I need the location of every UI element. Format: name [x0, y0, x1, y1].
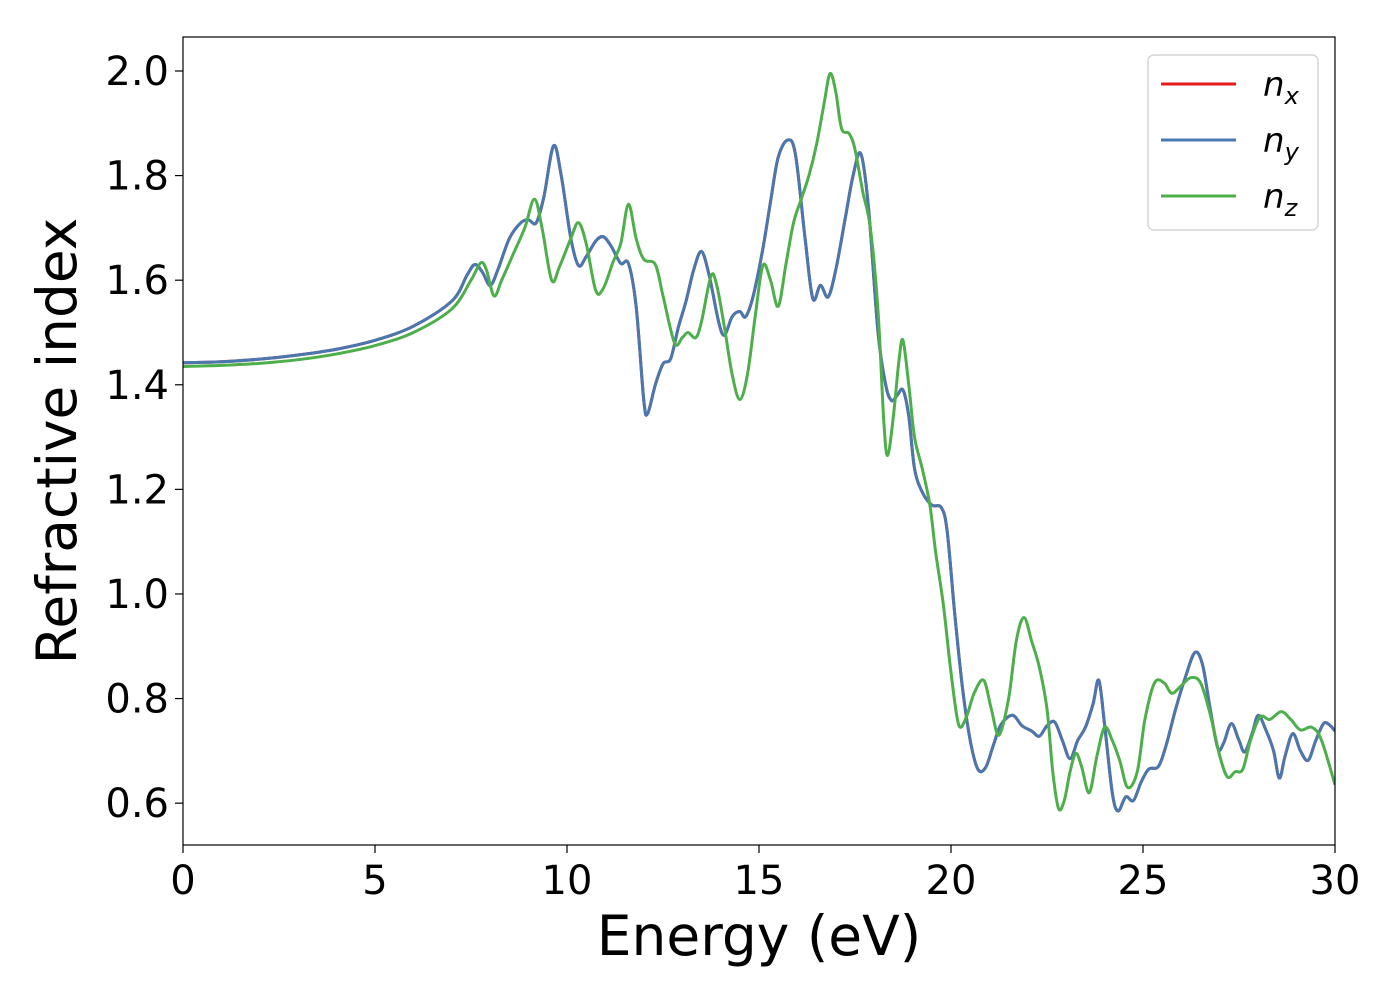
series-line-nz: [183, 72, 1335, 812]
x-tick-label: 10: [542, 858, 593, 904]
x-tick-label: 20: [926, 858, 977, 904]
legend-box: [1147, 54, 1319, 231]
y-tick-label: 2.0: [105, 49, 169, 95]
y-tick-label: 1.6: [105, 258, 169, 304]
y-tick-label: 1.0: [105, 572, 169, 618]
series-layer: [183, 72, 1335, 813]
x-axis-title: Energy (eV): [597, 904, 921, 968]
y-axis-title: Refractive index: [25, 218, 89, 665]
legend-label-nz: nz: [1263, 177, 1299, 222]
x-tick-label: 0: [170, 858, 195, 904]
legend-label-nx: nx: [1263, 65, 1300, 110]
y-tick-label: 0.8: [105, 677, 169, 723]
y-tick-label: 1.2: [105, 467, 169, 513]
x-tick-label: 15: [734, 858, 785, 904]
series-line-ny: [183, 138, 1335, 813]
y-tick-label: 1.4: [105, 363, 169, 409]
x-tick-label: 5: [362, 858, 387, 904]
axes-layer: 0 5 10 15 20 25 30 0.6 0.8 1.0 1.2 1.4 1.6 1.8 2.0: [105, 36, 1361, 904]
x-tick-label: 30: [1310, 858, 1361, 904]
y-tick-label: 0.6: [105, 781, 169, 827]
x-tick-label: 25: [1118, 858, 1169, 904]
y-tick-label: 1.8: [105, 154, 169, 200]
legend-label-ny: ny: [1263, 121, 1300, 166]
legend: nx ny nz: [1147, 54, 1319, 231]
